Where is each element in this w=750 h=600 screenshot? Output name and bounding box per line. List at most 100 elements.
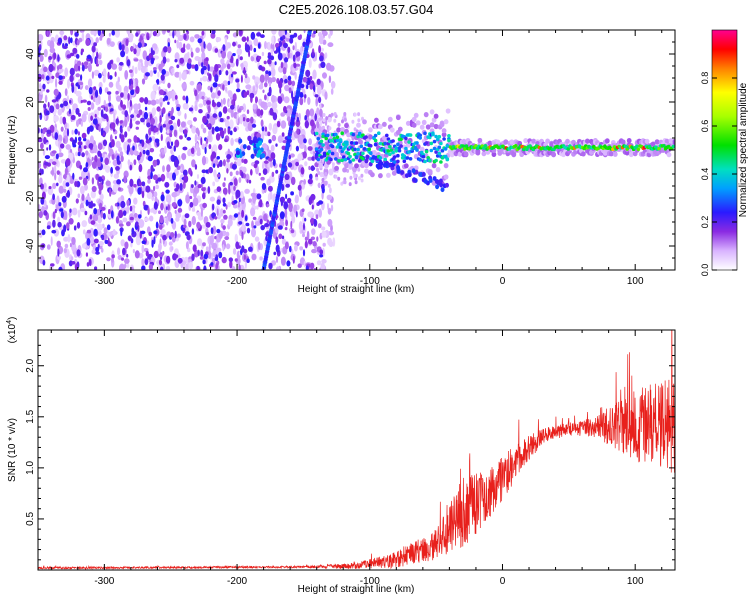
carrier-point (423, 131, 427, 136)
heat-blob (201, 155, 207, 166)
heat-blob (264, 82, 268, 88)
carrier-point (351, 158, 356, 162)
spectrogram-heatmap (38, 30, 675, 270)
heat-blob (160, 74, 165, 81)
carrier-point (397, 148, 402, 153)
heat-blob (400, 170, 405, 175)
carrier-point (394, 146, 399, 150)
heat-blob (283, 42, 288, 49)
heat-blob (139, 158, 143, 164)
heat-blob (83, 61, 89, 66)
heat-blob (122, 90, 128, 100)
heat-blob (81, 32, 85, 42)
heat-blob (115, 216, 119, 224)
heat-blob (212, 181, 216, 187)
heat-blob (224, 236, 230, 241)
heat-blob (158, 259, 163, 266)
heat-blob (253, 163, 258, 169)
carrier-point (369, 151, 373, 156)
colorbar-tick-label: 0.8 (700, 72, 710, 85)
heat-blob (368, 127, 373, 133)
heat-blob (152, 174, 158, 181)
heat-blob (176, 257, 179, 263)
heat-blob (57, 54, 60, 62)
heat-blob (206, 113, 210, 119)
heat-blob (87, 78, 93, 88)
heat-blob (235, 58, 239, 67)
heat-blob (431, 163, 437, 169)
heat-blob (214, 235, 217, 240)
heat-blob (148, 258, 152, 263)
heat-blob (261, 131, 265, 141)
heat-blob (165, 255, 171, 264)
heat-blob (226, 115, 230, 120)
heat-blob (245, 222, 250, 227)
heat-blob (151, 107, 156, 116)
heat-blob (202, 192, 206, 200)
heat-blob (194, 34, 200, 39)
heat-blob (185, 30, 189, 33)
carrier-point (623, 144, 628, 149)
heat-blob (78, 136, 82, 142)
heat-blob (209, 196, 216, 202)
heat-blob (260, 119, 264, 127)
heat-blob (585, 138, 590, 144)
heat-blob (43, 48, 48, 58)
heat-blob (303, 138, 307, 144)
heat-blob (159, 215, 164, 224)
heat-blob (158, 253, 164, 258)
heat-blob (182, 169, 188, 177)
heat-blob (183, 218, 187, 226)
heat-blob (208, 243, 211, 252)
heat-blob (175, 30, 181, 38)
carrier-point (514, 144, 518, 148)
heat-blob (77, 60, 82, 67)
carrier-point (314, 147, 319, 151)
heat-blob (236, 150, 240, 156)
heat-blob (312, 69, 317, 80)
y-tick-label: 1.0 (25, 460, 36, 474)
heat-blob (189, 80, 195, 86)
heat-blob (141, 265, 146, 270)
heat-blob (114, 203, 118, 207)
heat-blob (76, 39, 80, 46)
heat-blob (298, 221, 303, 231)
heat-blob (77, 151, 81, 157)
heat-blob (307, 178, 313, 185)
heat-blob (124, 118, 128, 128)
heat-blob (173, 145, 176, 152)
heat-blob (241, 231, 244, 240)
heat-blob (195, 127, 199, 134)
heat-blob (145, 133, 149, 141)
heat-blob (208, 166, 213, 174)
heat-blob (119, 61, 124, 66)
heat-blob (153, 230, 158, 235)
heat-blob (191, 64, 196, 69)
heat-blob (322, 118, 326, 123)
heat-blob (318, 45, 321, 54)
heat-blob (604, 138, 610, 144)
heat-blob (241, 245, 245, 253)
heat-blob (197, 249, 200, 257)
heat-blob (49, 40, 55, 50)
heat-blob (258, 172, 261, 176)
heat-blob (87, 62, 92, 73)
heat-blob (242, 144, 247, 150)
heat-blob (86, 100, 92, 106)
heat-blob (80, 48, 84, 53)
heat-blob (433, 123, 439, 130)
heat-blob (477, 137, 483, 144)
heat-blob (257, 241, 261, 251)
heat-blob (299, 93, 304, 98)
heat-blob (159, 125, 163, 133)
heat-blob (351, 119, 355, 124)
carrier-point (443, 147, 448, 151)
carrier-point (404, 146, 408, 151)
heat-blob (246, 109, 250, 114)
heat-blob (208, 144, 212, 150)
heat-blob (216, 208, 219, 217)
heat-blob (106, 37, 111, 45)
heat-blob (253, 136, 258, 142)
heat-blob (439, 182, 444, 188)
heat-blob (110, 166, 113, 174)
